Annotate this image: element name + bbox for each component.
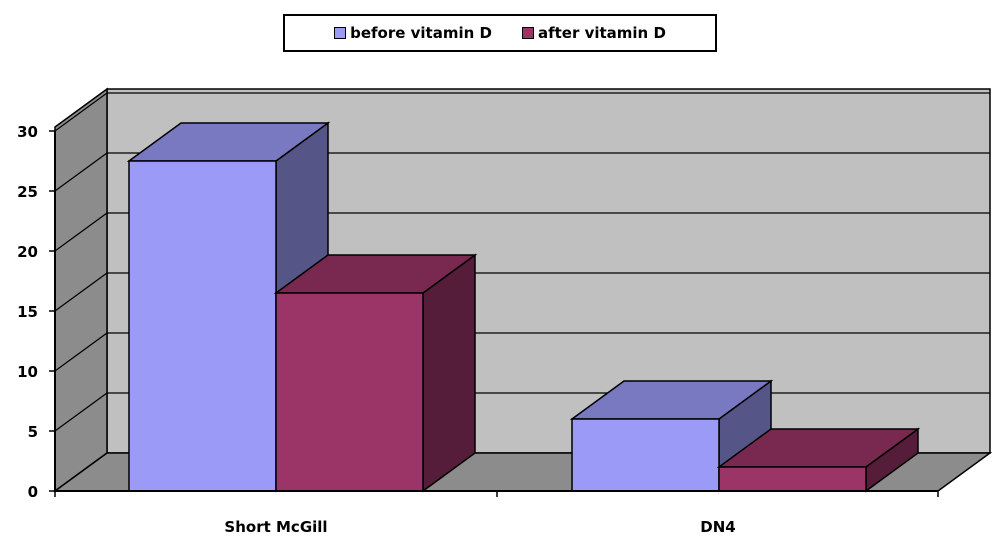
gridline	[54, 212, 990, 252]
legend-item-before: before vitamin D	[334, 24, 492, 42]
bar-side	[422, 253, 476, 493]
y-tick-label: 10	[17, 363, 38, 381]
gridline	[54, 152, 990, 192]
y-tick-label: 0	[28, 483, 38, 501]
gridline	[54, 92, 990, 132]
bar-front	[718, 466, 867, 492]
category-label-short-mcgill: Short McGill	[224, 518, 327, 536]
y-tick-label: 15	[17, 303, 38, 321]
side-wall	[54, 87, 108, 493]
bar-front	[571, 418, 720, 492]
legend-label-before: before vitamin D	[350, 24, 492, 42]
legend-label-after: after vitamin D	[537, 24, 666, 42]
bar-after-short-mcgill	[273, 253, 478, 493]
bar-front	[128, 160, 277, 492]
y-tick-label: 5	[28, 423, 38, 441]
gridline	[54, 332, 990, 372]
y-tick-label: 30	[17, 123, 38, 141]
legend-swatch-before	[334, 27, 347, 39]
bars	[126, 121, 921, 493]
bar-front	[275, 292, 424, 492]
gridline	[54, 272, 990, 312]
legend-swatch-after	[521, 27, 534, 39]
gridlines	[54, 92, 990, 432]
category-label-dn4: DN4	[700, 518, 735, 536]
y-tick-label: 20	[17, 243, 38, 261]
legend-item-after: after vitamin D	[521, 24, 666, 42]
x-axis: Short McGill DN4	[54, 490, 939, 536]
y-axis: 0 5 10 15 20 25 30	[17, 123, 56, 501]
bar-before-dn4	[569, 379, 774, 493]
legend: before vitamin D after vitamin D	[283, 14, 717, 52]
bar-before-short-mcgill	[126, 121, 331, 493]
y-tick-label: 25	[17, 183, 38, 201]
